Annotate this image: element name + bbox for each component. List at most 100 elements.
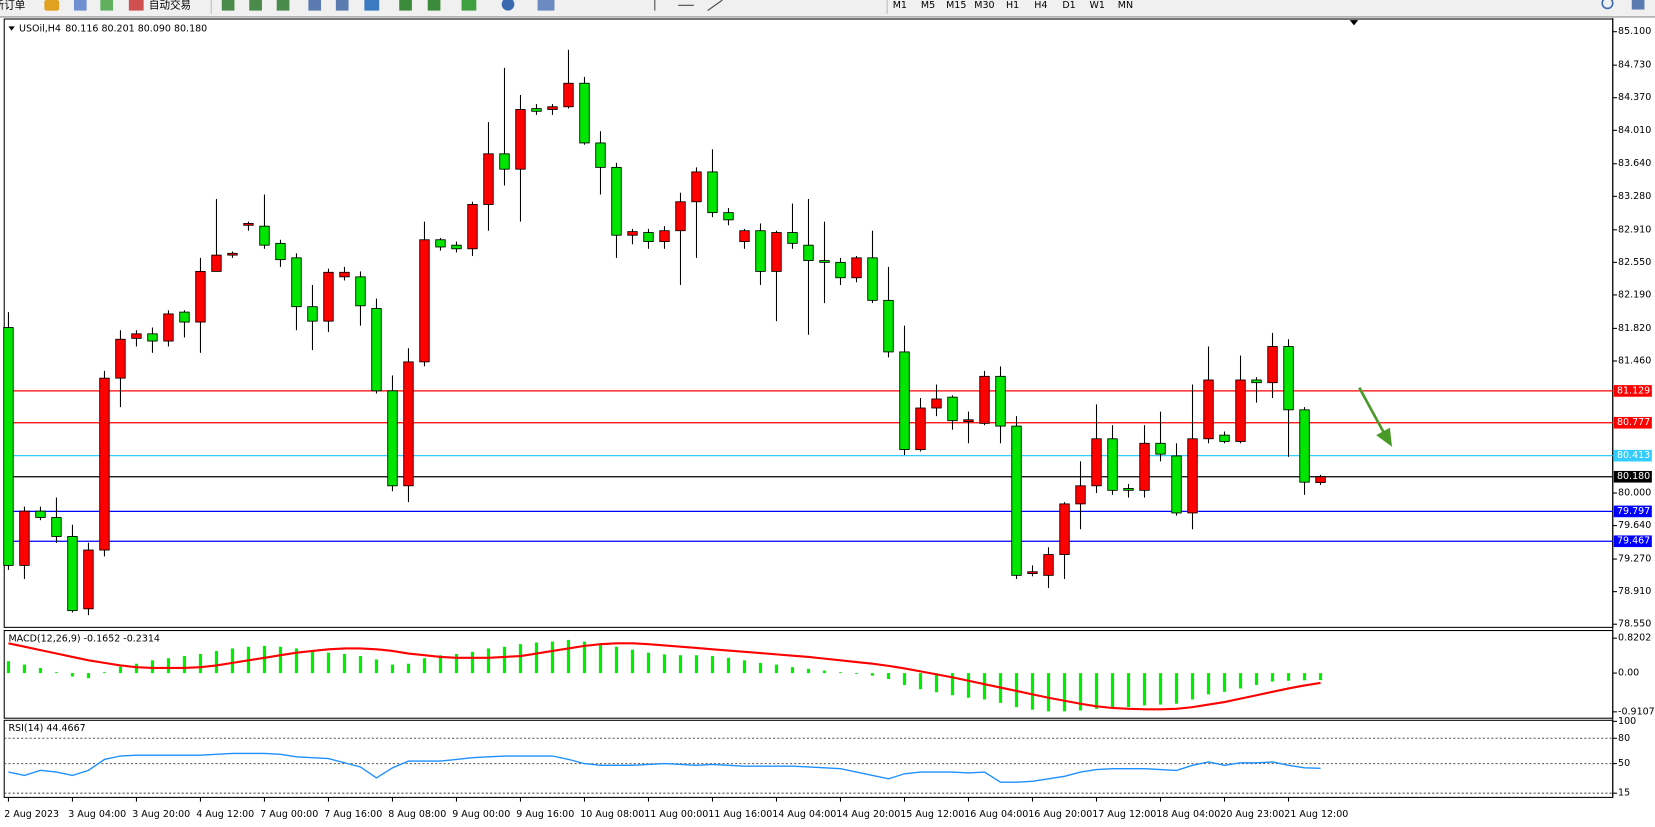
- x-tick-label: 16 Aug 04:00: [964, 809, 1028, 820]
- macd-bar: [438, 655, 443, 674]
- candle-body: [339, 271, 350, 278]
- macd-bar: [1174, 673, 1179, 704]
- icon: [427, 0, 441, 11]
- macd-bar: [342, 653, 347, 674]
- icon: [707, 0, 723, 12]
- timeframe-button[interactable]: H4: [1034, 0, 1047, 11]
- macd-bar: [326, 652, 331, 674]
- timeframe-button[interactable]: D1: [1062, 0, 1075, 11]
- menu-arrow[interactable]: [8, 26, 15, 31]
- timeframe-button[interactable]: H1: [1006, 0, 1019, 11]
- candle-body: [1235, 379, 1246, 442]
- candle-body: [1059, 503, 1070, 555]
- candle-body: [883, 299, 894, 353]
- rsi-line: [8, 752, 1321, 783]
- y-tick-label: 82.550: [1618, 257, 1651, 268]
- macd-bar: [230, 648, 235, 674]
- macd-bar: [582, 641, 587, 674]
- macd-bar: [150, 660, 155, 674]
- candle-body: [19, 510, 30, 566]
- icon: [501, 0, 515, 11]
- auto-trading-button[interactable]: 自动交易: [149, 0, 191, 11]
- macd-bar: [710, 656, 715, 674]
- macd-bar: [982, 673, 987, 700]
- timeframe-button[interactable]: M15: [946, 0, 966, 11]
- search-icon[interactable]: [1601, 0, 1614, 10]
- candle-body: [771, 232, 782, 272]
- candle-body: [1267, 346, 1278, 384]
- y-tick-label: 81.460: [1618, 355, 1651, 366]
- candle-body: [1219, 434, 1230, 442]
- x-tick-label: 16 Aug 20:00: [1028, 809, 1092, 820]
- candle-body: [979, 375, 990, 424]
- macd-bar: [742, 660, 747, 674]
- macd-bar: [1222, 673, 1227, 692]
- candle-body: [83, 549, 94, 610]
- x-tick-label: 14 Aug 20:00: [836, 809, 900, 820]
- macd-bar: [1030, 673, 1035, 710]
- timeframe-button[interactable]: MN: [1118, 0, 1133, 11]
- macd-bar: [422, 658, 427, 674]
- x-tick-label: 10 Aug 08:00: [580, 809, 644, 820]
- y-tick-label: 80.000: [1618, 488, 1651, 499]
- y-tick-label: 78.910: [1618, 586, 1651, 597]
- y-tick-label: 81.820: [1618, 323, 1651, 334]
- y-tick-label: 83.280: [1618, 191, 1651, 202]
- macd-bar: [486, 648, 491, 674]
- x-tick-label: 21 Aug 12:00: [1284, 809, 1348, 820]
- y-tick-label: 79.640: [1618, 520, 1651, 531]
- timeframe-button[interactable]: W1: [1090, 0, 1105, 11]
- macd-bar: [502, 646, 507, 674]
- candle-body: [707, 171, 718, 214]
- macd-bar: [1094, 673, 1099, 709]
- y-tick-label: 78.550: [1618, 619, 1651, 630]
- candle-body: [915, 407, 926, 451]
- candle-body: [147, 333, 158, 342]
- candle-body: [1123, 488, 1134, 491]
- candle-body: [163, 313, 174, 342]
- candle-body: [1155, 442, 1166, 455]
- candle-body: [931, 398, 942, 409]
- candle-body: [947, 396, 958, 422]
- macd-bar: [518, 644, 523, 674]
- y-tick-label: 82.190: [1618, 289, 1651, 300]
- price-level-label: 80.413: [1617, 450, 1650, 461]
- macd-bar: [454, 653, 459, 674]
- candle-body: [435, 239, 446, 248]
- symbol: USOil,H4: [19, 23, 61, 34]
- toolbar: 新订单 自动交易 M1 M5 M15 M30 H1 H4 D1 W1 MN: [0, 0, 1655, 16]
- new-order-button[interactable]: 新订单: [0, 0, 25, 11]
- candle-body: [3, 327, 14, 566]
- icon: [461, 0, 477, 11]
- macd-bar: [1318, 673, 1323, 681]
- candle-body: [803, 244, 814, 261]
- candle-body: [963, 419, 974, 422]
- candle-body: [1203, 379, 1214, 440]
- timeframe-button[interactable]: M1: [893, 0, 907, 11]
- macd-bar: [662, 654, 667, 674]
- macd-bar: [6, 661, 11, 674]
- rsi-title: RSI(14) 44.4667: [8, 723, 85, 734]
- price-level-box: [1613, 505, 1652, 518]
- x-tick-label: 9 Aug 00:00: [452, 809, 510, 820]
- candle-body: [547, 106, 558, 110]
- macd-bar: [934, 673, 939, 693]
- macd-bar: [198, 653, 203, 674]
- timeframe-button[interactable]: M5: [921, 0, 935, 11]
- macd-bar: [886, 673, 891, 680]
- x-tick-label: 17 Aug 12:00: [1092, 809, 1156, 820]
- macd-bar: [550, 641, 555, 674]
- icon: [1631, 0, 1645, 10]
- candle-body: [115, 338, 126, 379]
- candle-body: [403, 361, 414, 487]
- macd-bar: [534, 642, 539, 674]
- macd-bar: [630, 649, 635, 674]
- macd-bar: [774, 664, 779, 674]
- macd-bar: [22, 664, 27, 674]
- candle-body: [1011, 425, 1022, 576]
- macd-bar: [854, 673, 859, 674]
- macd-bar: [406, 663, 411, 674]
- timeframe-button[interactable]: M30: [974, 0, 994, 11]
